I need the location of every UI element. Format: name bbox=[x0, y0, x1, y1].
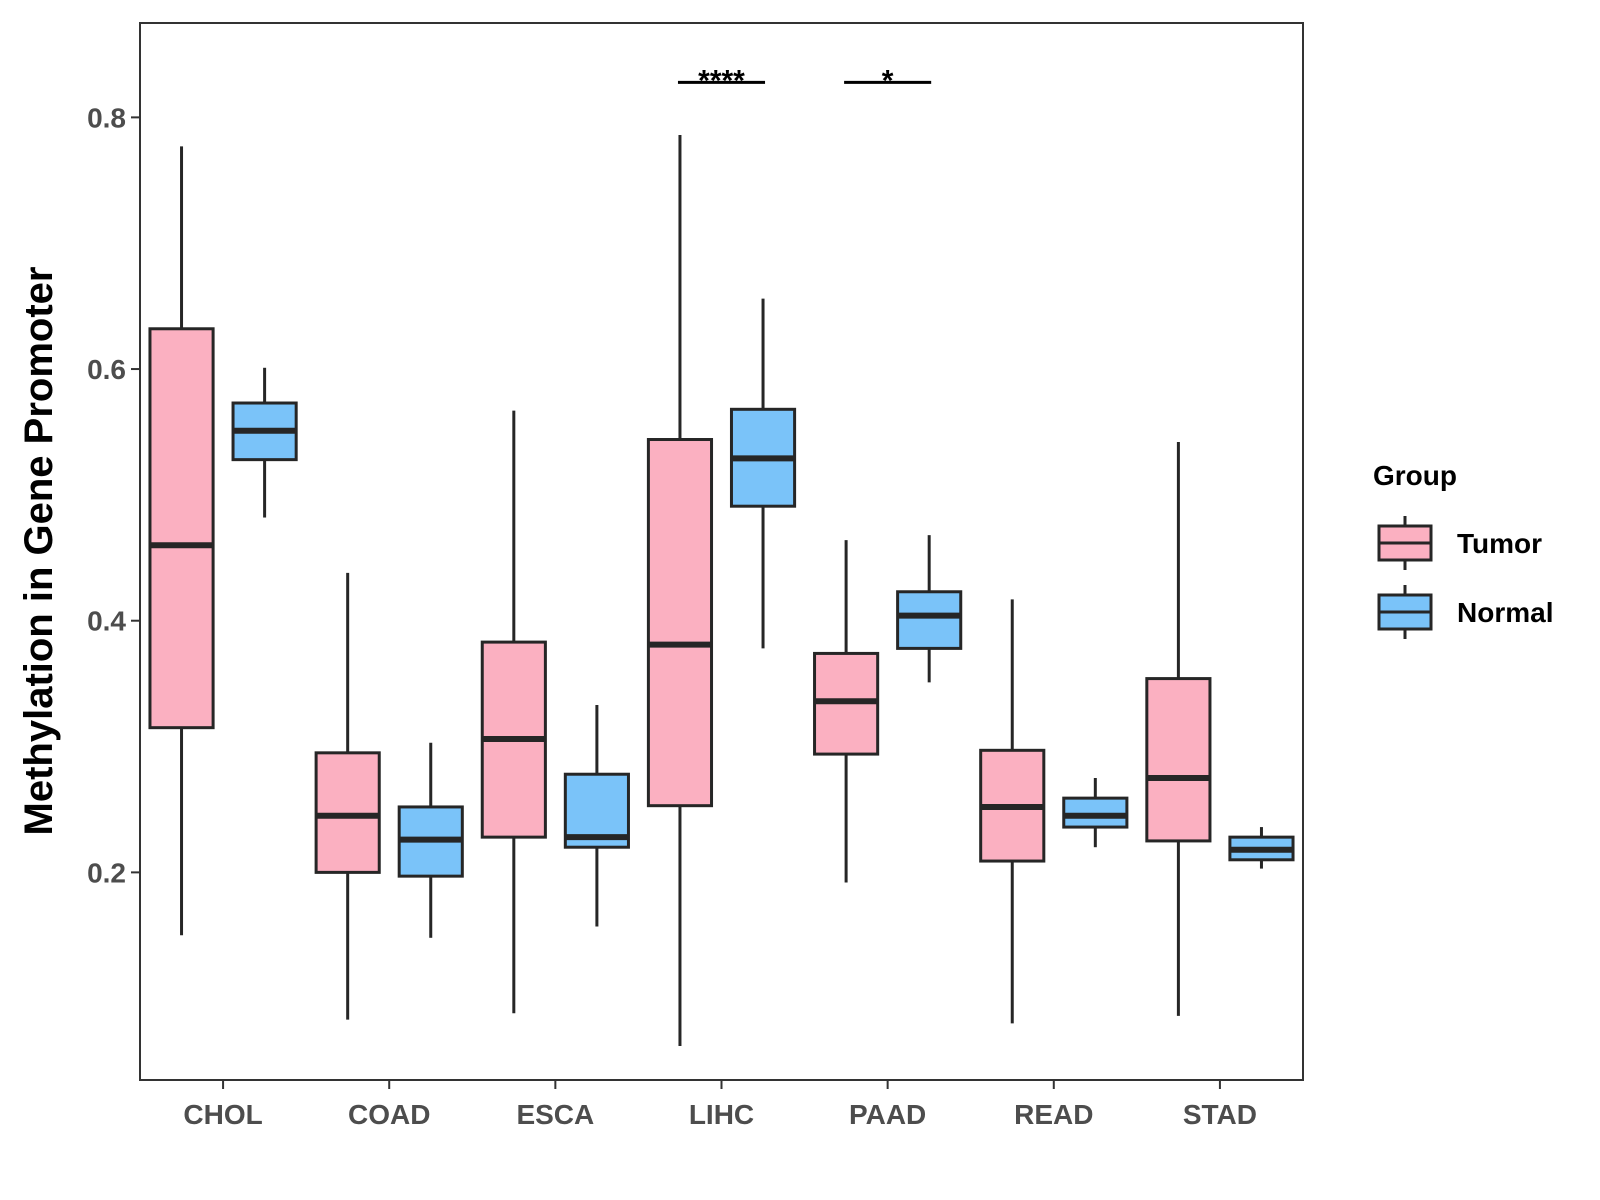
box-normal-read bbox=[1062, 778, 1129, 848]
box-tumor-paad bbox=[813, 540, 880, 883]
box-normal-lihc bbox=[729, 298, 797, 649]
legend-entry-normal: Normal bbox=[1377, 585, 1553, 639]
x-tick-label: PAAD bbox=[849, 1099, 926, 1130]
y-tick-label: 0.8 bbox=[87, 102, 126, 133]
box-body bbox=[1145, 677, 1212, 843]
box-body bbox=[1062, 796, 1129, 829]
legend-entry-tumor: Tumor bbox=[1377, 516, 1542, 570]
x-tick-label: COAD bbox=[348, 1099, 430, 1130]
x-tick-label: STAD bbox=[1183, 1099, 1257, 1130]
legend-label: Normal bbox=[1457, 597, 1553, 628]
x-tick-label: CHOL bbox=[183, 1099, 262, 1130]
y-tick-label: 0.2 bbox=[87, 857, 126, 888]
box-normal-chol bbox=[231, 367, 298, 518]
x-axis: CHOL COAD ESCA LIHC PAAD READ STAD bbox=[183, 1080, 1257, 1130]
significance-label: * bbox=[882, 64, 894, 97]
box-body bbox=[896, 590, 963, 650]
box-marks bbox=[148, 134, 1295, 1047]
y-axis: 0.2 0.4 0.6 0.8 bbox=[87, 102, 140, 888]
x-tick-label: LIHC bbox=[689, 1099, 754, 1130]
box-tumor-read bbox=[979, 599, 1046, 1024]
x-tick-label: READ bbox=[1014, 1099, 1093, 1130]
box-normal-paad bbox=[896, 535, 963, 683]
box-body bbox=[646, 438, 714, 808]
y-tick-label: 0.4 bbox=[87, 606, 126, 637]
box-tumor-coad bbox=[314, 572, 381, 1020]
box-tumor-esca bbox=[480, 410, 547, 1014]
legend-title: Group bbox=[1373, 460, 1457, 491]
box-body bbox=[148, 327, 215, 730]
panel-border bbox=[139, 22, 1304, 1081]
significance-annotations: **** * bbox=[677, 64, 932, 97]
box-normal-coad bbox=[397, 742, 464, 938]
box-tumor-chol bbox=[148, 146, 215, 936]
y-tick-label: 0.6 bbox=[87, 354, 126, 385]
box-tumor-stad bbox=[1145, 442, 1212, 1016]
box-body bbox=[314, 751, 381, 874]
legend: Group Tumor Normal bbox=[1373, 460, 1553, 639]
x-tick-label: ESCA bbox=[516, 1099, 594, 1130]
box-normal-stad bbox=[1228, 827, 1295, 869]
significance-label: **** bbox=[698, 64, 745, 97]
box-normal-esca bbox=[563, 705, 630, 927]
y-axis-title: Methylation in Gene Promoter bbox=[17, 267, 61, 836]
legend-label: Tumor bbox=[1457, 528, 1542, 559]
box-tumor-lihc bbox=[646, 134, 714, 1047]
